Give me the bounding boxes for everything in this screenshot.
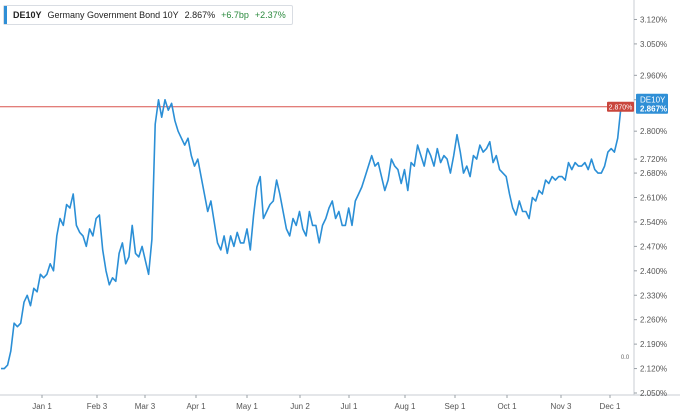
reference-price-tag — [607, 101, 634, 112]
y-tick-label: 2.050% — [640, 389, 667, 398]
legend-change-pct: +2.37% — [254, 10, 286, 20]
x-tick-label: Aug 1 — [395, 402, 416, 411]
y-tick-label: 3.050% — [640, 40, 667, 49]
x-tick-label: Apr 1 — [186, 402, 206, 411]
x-tick-label: Sep 1 — [445, 402, 466, 411]
series-color-swatch — [4, 6, 7, 24]
y-tick-label: 2.330% — [640, 291, 667, 300]
x-tick-label: Nov 3 — [551, 402, 572, 411]
y-tick-label: 2.260% — [640, 316, 667, 325]
legend-symbol: DE10Y — [13, 10, 42, 20]
legend-last-value: 2.867% — [184, 10, 216, 20]
x-tick-label: May 1 — [236, 402, 258, 411]
series-line-de10y — [1, 99, 622, 370]
y-tick-label: 2.540% — [640, 218, 667, 227]
x-tick-label: Dec 1 — [600, 402, 621, 411]
last-price-tag — [636, 93, 668, 114]
legend-instrument-name: Germany Government Bond 10Y — [47, 10, 179, 20]
x-tick-label: Jan 1 — [32, 402, 52, 411]
last-price-tag-symbol: DE10Y — [640, 96, 666, 105]
x-tick-label: Jun 2 — [290, 402, 310, 411]
y-tick-label: 2.120% — [640, 365, 667, 374]
y-tick-label: 2.610% — [640, 194, 667, 203]
x-tick-label: Jul 1 — [341, 402, 358, 411]
last-price-tag-value: 2.867% — [640, 105, 667, 114]
y-tick-label: 2.800% — [640, 127, 667, 136]
chart-legend[interactable]: DE10Y Germany Government Bond 10Y 2.867%… — [3, 5, 293, 25]
y-tick-label: 2.400% — [640, 267, 667, 276]
x-tick-label: Feb 3 — [87, 402, 108, 411]
y-tick-label: 2.190% — [640, 340, 667, 349]
corner-label: 0.0 — [621, 355, 630, 361]
legend-change-bp: +6.7bp — [221, 10, 249, 20]
y-tick-label: 2.720% — [640, 155, 667, 164]
y-tick-label: 3.120% — [640, 15, 667, 24]
y-tick-label: 2.960% — [640, 71, 667, 80]
y-tick-label: 2.680% — [640, 169, 667, 178]
y-tick-label: 2.470% — [640, 242, 667, 251]
reference-price-tag-label: 2.870% — [609, 105, 633, 112]
x-tick-label: Oct 1 — [497, 402, 517, 411]
x-tick-label: Mar 3 — [135, 402, 156, 411]
